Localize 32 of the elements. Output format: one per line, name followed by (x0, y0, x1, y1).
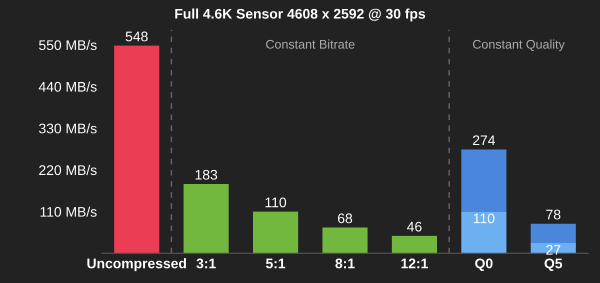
x-tick-label: 5:1 (266, 258, 286, 268)
x-tick-label: 8:1 (335, 258, 355, 268)
bar (114, 46, 160, 254)
chart-title: Full 4.6K Sensor 4608 x 2592 @ 30 fps (175, 8, 426, 22)
annotation: Constant Quality (473, 40, 565, 52)
bar (461, 212, 506, 254)
total-label: 78 (546, 210, 560, 220)
bar (322, 228, 368, 254)
total-label: 68 (338, 213, 352, 224)
bar (184, 184, 229, 254)
total-label: 110 (266, 198, 286, 208)
total-label: 548 (126, 32, 148, 42)
total-label: 274 (472, 135, 496, 146)
data-label: 27 (546, 244, 560, 255)
y-tick-label: 220 MB/s (39, 164, 97, 176)
bar (392, 236, 437, 254)
x-tick-label: Q0 (475, 258, 493, 271)
y-tick-label: 440 MB/s (38, 82, 97, 92)
annotation: Constant Bitrate (266, 40, 355, 49)
y-tick-label: 330 MB/s (39, 123, 97, 134)
data-label: 110 (474, 213, 494, 224)
bar (461, 149, 506, 212)
total-label: 183 (196, 170, 218, 180)
x-tick-label: 12:1 (401, 258, 428, 268)
x-tick-label: Q5 (544, 258, 562, 271)
total-label: 46 (407, 222, 422, 232)
y-tick-label: 110 MB/s (40, 206, 97, 217)
y-tick-label: 550 MB/s (39, 40, 97, 50)
bar (530, 224, 576, 244)
x-tick-label: Uncompressed (87, 258, 186, 272)
bar (253, 212, 298, 254)
x-tick-label: 3:1 (196, 258, 216, 268)
